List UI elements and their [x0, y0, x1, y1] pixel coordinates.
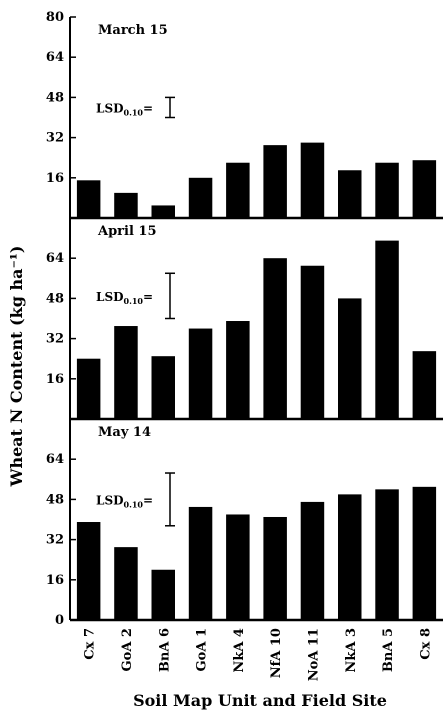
bar	[263, 258, 287, 419]
x-tick-label: Cx 8	[418, 628, 433, 660]
x-tick-label: GoA 1	[195, 628, 210, 671]
bar	[188, 177, 213, 218]
x-tick-label: NkA 4	[232, 628, 247, 673]
lsd-label: LSD0.10=	[96, 101, 153, 117]
bar	[76, 180, 101, 218]
bar	[300, 501, 325, 620]
bar	[263, 145, 287, 218]
lsd-label: LSD0.10=	[96, 290, 153, 306]
y-tick-label: 16	[46, 573, 64, 588]
bar	[375, 489, 399, 620]
y-tick-label: 0	[55, 613, 64, 628]
lsd-label: LSD0.10=	[96, 493, 153, 509]
bar	[412, 351, 437, 419]
bar	[76, 358, 101, 419]
y-tick-label: 64	[46, 251, 64, 266]
y-tick-label: 48	[46, 492, 64, 507]
x-tick-label: BnA 5	[381, 628, 396, 672]
bar	[263, 516, 287, 620]
bar	[226, 321, 250, 419]
x-tick-label: NoA 11	[306, 628, 321, 681]
x-tick-label: GoA 2	[120, 628, 135, 671]
x-tick-label: NfA 10	[269, 628, 284, 678]
bar	[188, 328, 213, 419]
panel-title: April 15	[97, 224, 157, 239]
bar	[76, 522, 101, 620]
y-tick-label: 48	[46, 291, 64, 306]
y-tick-label: 64	[46, 50, 64, 65]
y-tick-label: 16	[46, 171, 64, 186]
x-tick-label: NkA 3	[344, 628, 359, 673]
bar	[188, 506, 213, 620]
bar	[375, 162, 399, 218]
bar	[151, 356, 175, 419]
bar	[338, 494, 362, 620]
x-axis-title: Soil Map Unit and Field Site	[133, 691, 387, 710]
y-tick-label: 64	[46, 452, 64, 467]
bar	[375, 240, 399, 419]
bar	[300, 142, 325, 218]
y-axis-title: Wheat N Content (kg ha⁻¹)	[7, 246, 26, 488]
y-tick-label: 32	[46, 332, 64, 347]
y-tick-label: 16	[46, 372, 64, 387]
bar	[151, 569, 175, 620]
bar	[114, 192, 138, 218]
bar	[151, 205, 175, 218]
y-tick-label: 32	[46, 131, 64, 146]
x-tick-label: BnA 6	[157, 628, 172, 672]
bar	[114, 326, 138, 419]
y-tick-label: 48	[46, 90, 64, 105]
bar	[338, 298, 362, 419]
panel-title: March 15	[98, 23, 168, 38]
bar	[412, 160, 437, 218]
chart-panels: 16 32 48 64 80 March 15 LSD0.10= 16 32 48 64 April …	[46, 10, 443, 681]
bar	[338, 170, 362, 218]
x-tick-label: Cx 7	[83, 628, 98, 660]
bar	[412, 486, 437, 620]
y-tick-label: 80	[46, 10, 64, 25]
bar	[114, 547, 138, 620]
bar	[300, 265, 325, 419]
y-tick-label: 32	[46, 533, 64, 548]
bar	[226, 514, 250, 620]
bar	[226, 162, 250, 218]
panel-title: May 14	[98, 425, 151, 440]
